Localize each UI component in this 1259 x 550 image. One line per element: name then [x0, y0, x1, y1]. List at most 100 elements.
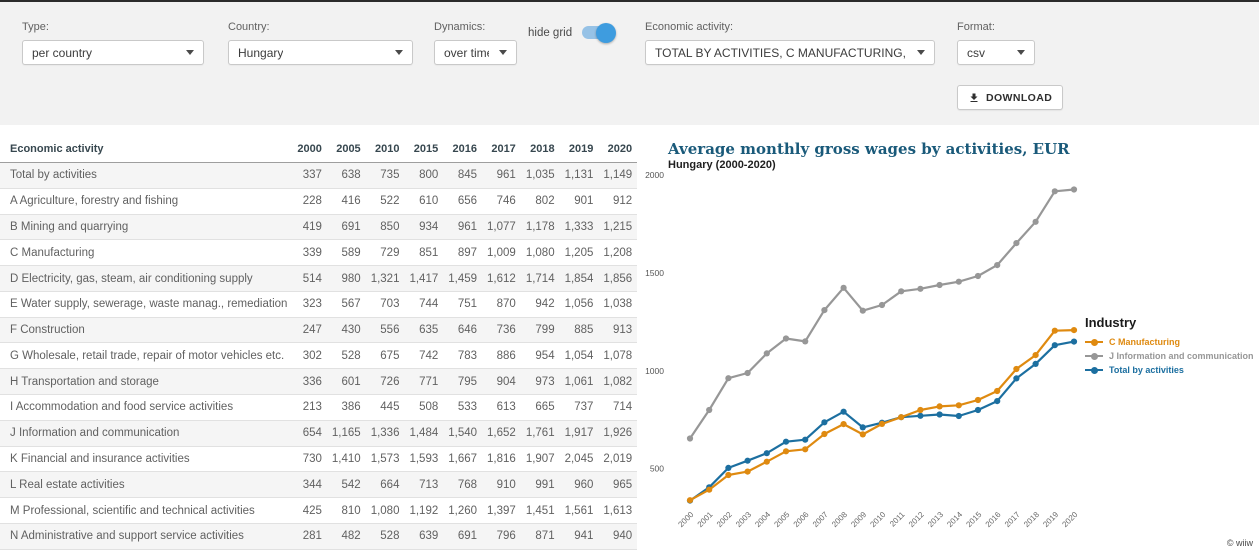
value-cell: 783 [443, 343, 482, 369]
value-cell: 1,205 [560, 240, 599, 266]
country-control: Country: Hungary [228, 21, 413, 65]
economic-activity-select[interactable]: TOTAL BY ACTIVITIES, C MANUFACTURING, J … [645, 40, 935, 65]
table-row: G Wholesale, retail trade, repair of mot… [0, 343, 637, 369]
y-axis-tick-label: 500 [650, 464, 664, 474]
value-cell: 768 [443, 472, 482, 498]
table-row: L Real estate activities3445426647137689… [0, 472, 637, 498]
value-cell: 871 [521, 523, 560, 549]
value-cell: 713 [404, 472, 443, 498]
data-point [975, 407, 981, 413]
x-axis-tick-label: 2002 [715, 510, 734, 529]
value-cell: 656 [443, 188, 482, 214]
x-axis-tick-label: 2005 [772, 510, 791, 529]
value-cell: 337 [292, 163, 326, 189]
data-point [745, 370, 751, 376]
activity-cell: H Transportation and storage [0, 369, 292, 395]
value-cell: 1,561 [560, 498, 599, 524]
legend-item[interactable]: Total by activities [1085, 365, 1254, 375]
format-label: Format: [957, 21, 1035, 33]
data-point [917, 286, 923, 292]
dynamics-select[interactable]: over time [434, 40, 517, 65]
table-row: B Mining and quarrying4196918509349611,0… [0, 214, 637, 240]
table-row: A Agriculture, forestry and fishing22841… [0, 188, 637, 214]
value-cell: 1,573 [366, 446, 405, 472]
y-axis-tick-label: 2000 [645, 170, 664, 180]
hide-grid-toggle[interactable] [582, 26, 614, 39]
format-select-value: csv [967, 46, 985, 60]
value-cell: 730 [292, 446, 326, 472]
data-point [821, 419, 827, 425]
activity-cell: C Manufacturing [0, 240, 292, 266]
type-select[interactable]: per country [22, 40, 204, 65]
value-cell: 1,612 [482, 266, 521, 292]
value-cell: 1,484 [404, 420, 443, 446]
value-cell: 639 [404, 523, 443, 549]
value-cell: 1,459 [443, 266, 482, 292]
activity-cell: L Real estate activities [0, 472, 292, 498]
activity-cell: A Agriculture, forestry and fishing [0, 188, 292, 214]
value-cell: 795 [443, 369, 482, 395]
data-point [1052, 328, 1058, 334]
table-row: N Administrative and support service act… [0, 523, 637, 549]
value-cell: 1,667 [443, 446, 482, 472]
chart-legend: Industry C ManufacturingJ Information an… [1085, 315, 1254, 379]
data-point [687, 497, 693, 503]
country-select[interactable]: Hungary [228, 40, 413, 65]
data-point [764, 450, 770, 456]
value-cell: 1,192 [404, 498, 443, 524]
data-point [1071, 339, 1077, 345]
value-cell: 991 [521, 472, 560, 498]
column-header-year: 2019 [560, 136, 599, 163]
value-cell: 638 [327, 163, 366, 189]
value-cell: 1,080 [366, 498, 405, 524]
table-row: I Accommodation and food service activit… [0, 395, 637, 421]
legend-marker-icon [1085, 352, 1103, 360]
data-point [802, 437, 808, 443]
value-cell: 954 [521, 343, 560, 369]
value-cell: 1,321 [366, 266, 405, 292]
data-point [975, 273, 981, 279]
value-cell: 742 [404, 343, 443, 369]
value-cell: 736 [482, 317, 521, 343]
type-label: Type: [22, 21, 204, 33]
value-cell: 302 [292, 343, 326, 369]
activity-cell: N Administrative and support service act… [0, 523, 292, 549]
activity-cell: E Water supply, sewerage, waste manag., … [0, 291, 292, 317]
value-cell: 228 [292, 188, 326, 214]
value-cell: 613 [482, 395, 521, 421]
download-button[interactable]: DOWNLOAD [957, 85, 1063, 110]
value-cell: 729 [366, 240, 405, 266]
value-cell: 419 [292, 214, 326, 240]
value-cell: 934 [404, 214, 443, 240]
value-cell: 1,652 [482, 420, 521, 446]
value-cell: 1,397 [482, 498, 521, 524]
data-point [879, 421, 885, 427]
hide-grid-control: hide grid [528, 26, 614, 39]
value-cell: 870 [482, 291, 521, 317]
value-cell: 1,080 [521, 240, 560, 266]
value-cell: 445 [366, 395, 405, 421]
data-point [841, 421, 847, 427]
value-cell: 213 [292, 395, 326, 421]
value-cell: 556 [366, 317, 405, 343]
value-cell: 901 [560, 188, 599, 214]
data-point [898, 414, 904, 420]
legend-item[interactable]: J Information and communication [1085, 351, 1254, 361]
legend-item[interactable]: C Manufacturing [1085, 337, 1254, 347]
value-cell: 522 [366, 188, 405, 214]
chart-subtitle: Hungary (2000-2020) [668, 159, 776, 171]
value-cell: 796 [482, 523, 521, 549]
value-cell: 654 [292, 420, 326, 446]
economic-activity-select-value: TOTAL BY ACTIVITIES, C MANUFACTURING, J … [655, 46, 907, 60]
activity-cell: K Financial and insurance activities [0, 446, 292, 472]
data-point [1033, 361, 1039, 367]
value-cell: 430 [327, 317, 366, 343]
copyright-credit: © wiiw [1227, 538, 1253, 548]
data-point [937, 282, 943, 288]
value-cell: 904 [482, 369, 521, 395]
value-cell: 910 [482, 472, 521, 498]
data-point [745, 469, 751, 475]
format-select[interactable]: csv [957, 40, 1035, 65]
value-cell: 1,131 [560, 163, 599, 189]
data-point [917, 413, 923, 419]
